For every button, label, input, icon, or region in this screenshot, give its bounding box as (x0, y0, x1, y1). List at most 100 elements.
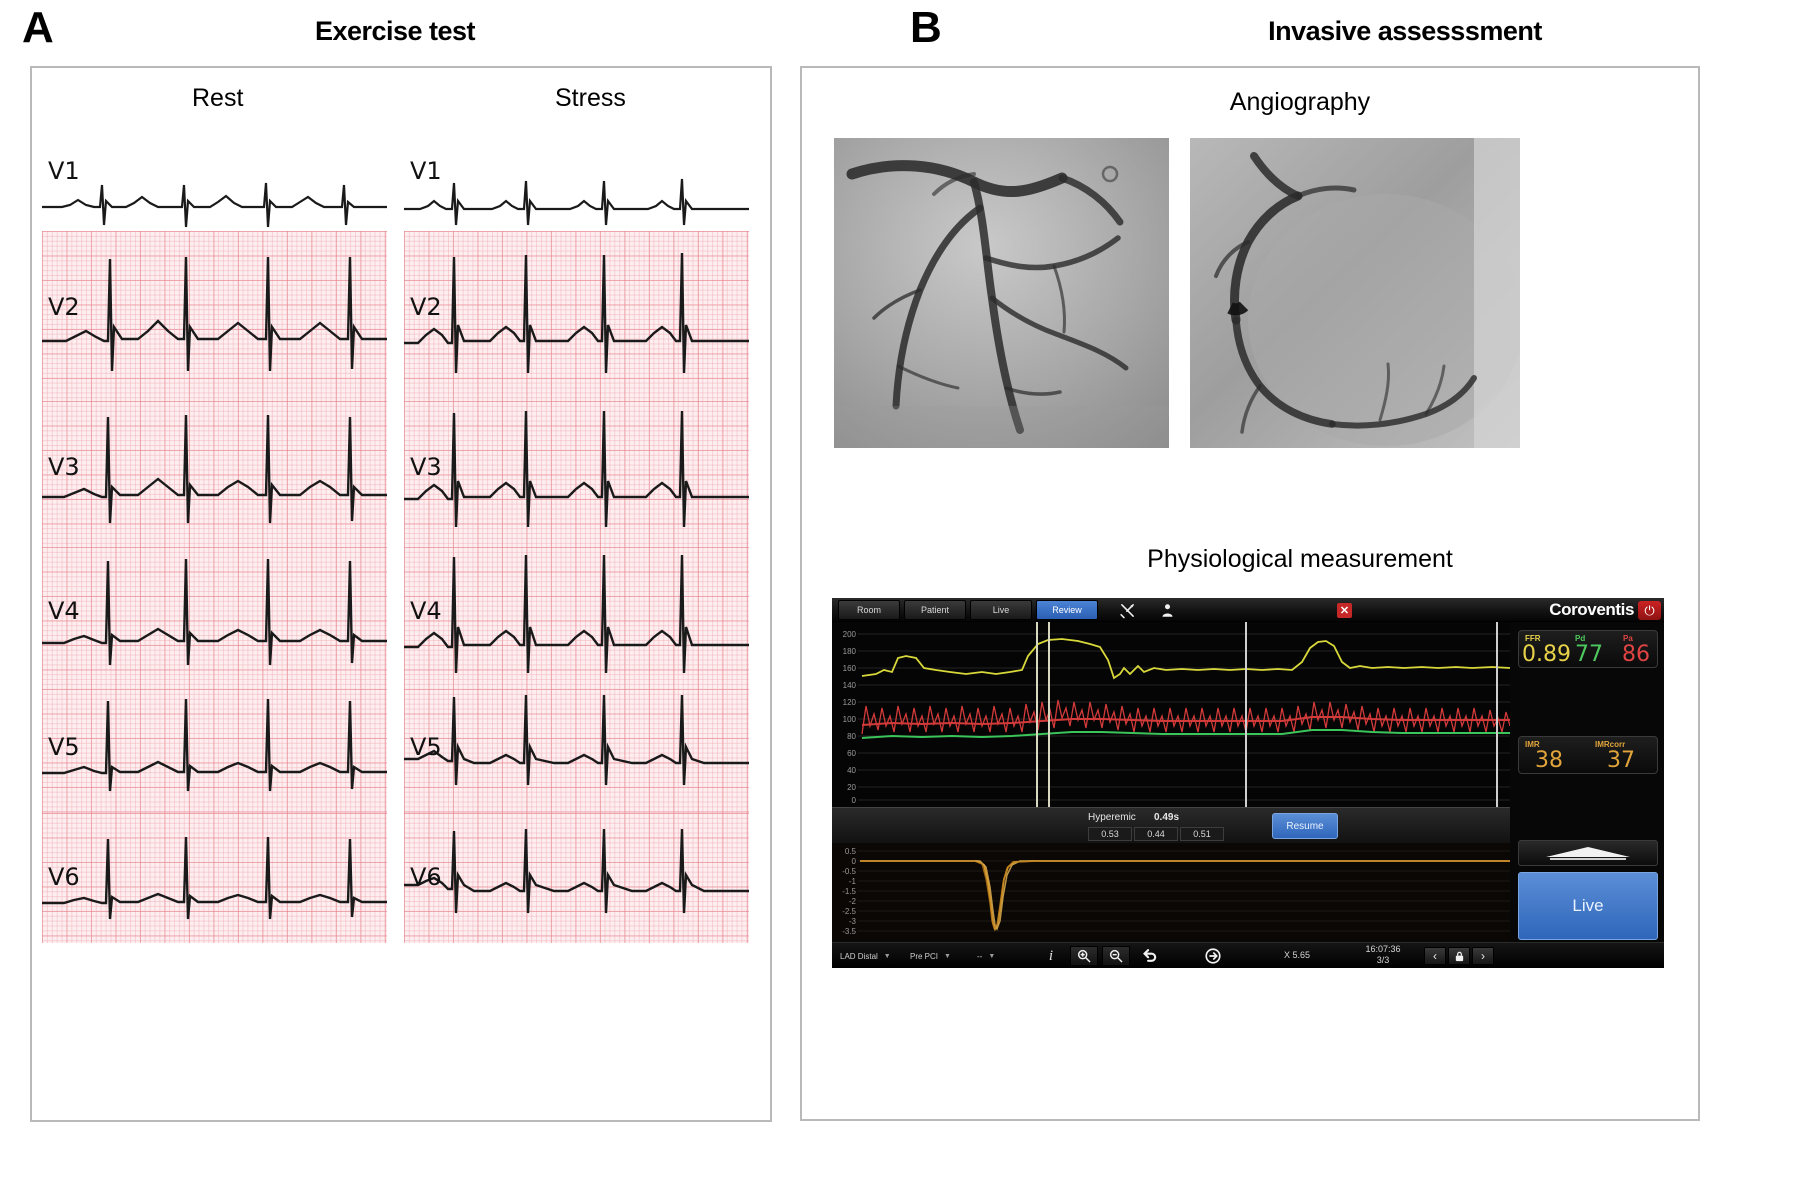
info-icon[interactable]: i (1048, 947, 1054, 964)
ecg-rest-v4-strip: V4 (42, 547, 387, 689)
resume-button[interactable]: Resume (1272, 813, 1338, 839)
pd-label: Pd (1575, 634, 1586, 643)
gain-slider[interactable] (1518, 840, 1658, 866)
ecg-grid-paper (404, 231, 749, 401)
ecg-grid-paper (42, 813, 387, 943)
timestamp: 16:07:36 (1365, 944, 1401, 954)
hyperemic-time: 0.49s (1154, 812, 1180, 823)
thermo-ytick-2: -0.5 (842, 867, 856, 876)
thermodilution-graph-svg (832, 843, 1510, 942)
hyperemic-label: Hyperemic (1088, 812, 1136, 823)
ecg-stress-v3-strip: V3 (404, 401, 749, 547)
coronary-angiogram-lao (834, 138, 1169, 448)
lock-icon[interactable] (1448, 947, 1470, 965)
coroventis-device-ui: Room Patient Live Review ✕ Coroventis (832, 598, 1664, 968)
ecg-lead-label-stress-v6: V6 (410, 863, 442, 891)
ecg-lead-label-rest-v4: V4 (48, 597, 80, 625)
ecg-trace-rest-v3 (42, 414, 387, 524)
zoom-out-icon[interactable] (1102, 946, 1130, 966)
cursor-line-b[interactable] (1048, 622, 1050, 807)
thermo-ytick-3: -1 (848, 877, 856, 886)
ytick-100: 100 (842, 715, 856, 724)
secondary-readout-box: IMR IMRcorr 38 37 (1518, 736, 1658, 774)
hyperemic-panel: Hyperemic 0.49s 0.53 0.44 0.51 Resume (832, 807, 1510, 843)
hyperemic-value-3: 0.51 (1180, 827, 1224, 841)
ffr-label: FFR (1525, 634, 1541, 643)
tab-live[interactable]: Live (970, 600, 1032, 620)
ytick-180: 180 (842, 647, 856, 656)
thermo-ytick-0: 0.5 (844, 847, 856, 856)
ytick-140: 140 (842, 681, 856, 690)
ecg-trace-stress-v6 (404, 828, 749, 914)
ecg-stress-v5-strip: V5 (404, 689, 749, 813)
ytick-200: 200 (842, 630, 856, 639)
dropdown-stage[interactable]: Pre PCI ▼ (910, 948, 951, 964)
ecg-lead-label-stress-v4: V4 (410, 597, 442, 625)
thermodilution-graph-pane[interactable]: 0.5 0 -0.5 -1 -1.5 -2 -2.5 -3 -3.5 (832, 843, 1510, 942)
pa-value: 86 (1622, 642, 1650, 667)
ytick-160: 160 (842, 664, 856, 673)
panel-b-letter: B (910, 3, 942, 52)
cursor-line-c[interactable] (1245, 622, 1247, 807)
chevron-down-icon: ▼ (883, 952, 891, 960)
panel-invasive-assessment: B Invasive assesssment Angiography (800, 0, 1800, 1187)
live-button[interactable]: Live (1518, 872, 1658, 940)
next-icon[interactable]: › (1472, 947, 1494, 965)
angiography-title: Angiography (1229, 88, 1371, 116)
imrcorr-label: IMRcorr (1595, 740, 1626, 749)
ecg-trace-stress-v4 (404, 554, 749, 674)
ytick-0: 0 (851, 796, 856, 805)
ecg-column-label-stress: Stress (555, 84, 626, 112)
ytick-120: 120 (842, 698, 856, 707)
ecg-grid-paper (42, 547, 387, 689)
tab-patient[interactable]: Patient (904, 600, 966, 620)
ecg-lead-label-stress-v3: V3 (410, 453, 442, 481)
device-bottom-bar: LAD Distal ▼ Pre PCI ▼ -- ▼ i (832, 942, 1664, 968)
ecg-rest-v5-strip: V5 (42, 689, 387, 813)
ecg-trace-rest-v2 (42, 256, 387, 372)
angiography-image-right[interactable] (1190, 138, 1520, 448)
ffr-value: 0.89 (1522, 642, 1571, 667)
hyperemic-value-2: 0.44 (1134, 827, 1178, 841)
ecg-lead-label-rest-v3: V3 (48, 453, 80, 481)
ecg-trace-rest-v5 (42, 698, 387, 792)
panel-exercise-test: A Exercise test Rest Stress V1 V2 V3 (22, 6, 772, 1122)
brand-logo: Coroventis (1549, 600, 1634, 619)
ecg-grid-paper (42, 231, 387, 401)
thermo-ytick-7: -3 (848, 917, 856, 926)
prev-icon[interactable]: ‹ (1424, 947, 1446, 965)
thermo-ytick-4: -1.5 (842, 887, 856, 896)
zoom-in-icon[interactable] (1070, 946, 1098, 966)
imr-value: 38 (1535, 748, 1563, 773)
ecg-grid-paper (404, 813, 749, 943)
dropdown-extra[interactable]: -- ▼ (977, 948, 995, 964)
coronary-angiogram-rao (1190, 138, 1520, 448)
chevron-down-icon: ▼ (988, 952, 996, 960)
thermo-ytick-5: -2 (848, 897, 856, 906)
pressure-graph-pane[interactable]: 200 180 160 140 120 100 80 60 40 20 0 (832, 622, 1511, 807)
chevron-up-icon (1546, 847, 1630, 860)
power-icon[interactable]: ⏻ (1638, 601, 1661, 620)
ecg-lead-label-stress-v2: V2 (410, 293, 442, 321)
ecg-stress-v1-strip: V1 (404, 155, 749, 233)
cursor-line-a[interactable] (1036, 622, 1038, 807)
thermo-ytick-8: -3.5 (842, 927, 856, 936)
ecg-grid-paper (404, 547, 749, 689)
tools-icon[interactable] (1110, 600, 1144, 620)
cursor-line-d[interactable] (1496, 622, 1498, 807)
panel-b-title: Invasive assesssment (1268, 16, 1542, 46)
ecg-grid-paper (404, 401, 749, 547)
imr-label: IMR (1525, 740, 1540, 749)
ecg-trace-stress-v5 (404, 694, 749, 786)
ecg-rest-v1-strip: V1 (42, 155, 387, 233)
tab-review[interactable]: Review (1036, 600, 1098, 620)
dropdown-extra-value: -- (977, 951, 983, 961)
dropdown-vessel[interactable]: LAD Distal ▼ (840, 948, 891, 964)
angiography-image-left[interactable] (834, 138, 1169, 448)
close-icon[interactable]: ✕ (1337, 603, 1352, 618)
user-icon[interactable] (1150, 600, 1184, 620)
tab-room[interactable]: Room (838, 600, 900, 620)
undo-icon[interactable] (1136, 946, 1162, 966)
ecg-column-label-rest: Rest (192, 84, 244, 112)
share-icon[interactable] (1200, 946, 1226, 966)
